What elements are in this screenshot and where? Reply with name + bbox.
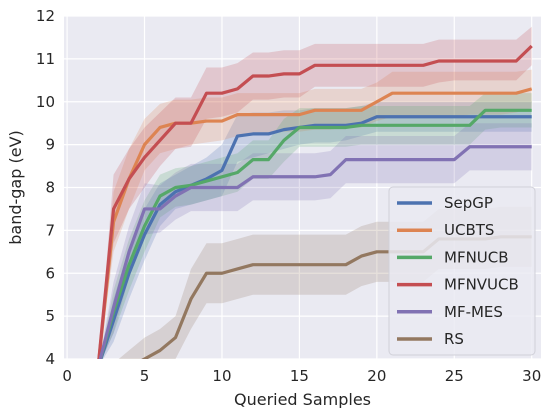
x-tick-label: 0 — [62, 367, 72, 385]
line-sepgp — [99, 115, 532, 359]
x-tick-label: 25 — [445, 367, 464, 385]
y-axis-label: band-gap (eV) — [6, 130, 25, 245]
line-mfnvucb — [97, 44, 533, 359]
legend-label: MFNVUCB — [444, 276, 519, 294]
line-ucbts — [97, 87, 533, 359]
legend-label: UCBTS — [444, 221, 494, 239]
band-mfnucb — [99, 93, 532, 359]
band-sepgp — [100, 101, 532, 359]
x-tick-label: 30 — [522, 367, 541, 385]
band-mfnvucb — [98, 26, 532, 359]
x-tick-label: 10 — [212, 367, 231, 385]
legend-label: MF-MES — [444, 303, 503, 321]
legend-label: SepGP — [444, 194, 493, 212]
x-tick-label: 15 — [290, 367, 309, 385]
y-tick-label: 12 — [36, 7, 55, 25]
band-ucbts — [98, 69, 532, 359]
legend-label: MFNUCB — [444, 248, 509, 266]
y-tick-label: 10 — [36, 93, 55, 111]
line-mfnucb — [98, 108, 532, 359]
x-tick-label: 20 — [367, 367, 386, 385]
y-tick-label: 9 — [45, 136, 55, 154]
x-tick-label: 5 — [140, 367, 150, 385]
legend-label: RS — [444, 330, 464, 348]
y-tick-label: 6 — [45, 264, 55, 282]
y-tick-label: 7 — [45, 221, 55, 239]
y-tick-label: 11 — [36, 50, 55, 68]
legend: SepGP UCBTS MFNUCB MFNVUCB MF-MES RS — [388, 186, 536, 356]
y-tick-label: 8 — [45, 179, 55, 197]
series-lines — [97, 44, 533, 359]
x-axis-label: Queried Samples — [234, 390, 371, 408]
y-tick-label: 5 — [45, 307, 55, 325]
y-axis-ticks: 4 5 6 7 8 9 10 11 12 — [36, 7, 55, 368]
line-mf-mes — [98, 145, 532, 359]
x-axis-ticks: 0 5 10 15 20 25 30 — [62, 367, 541, 385]
y-tick-label: 4 — [45, 350, 55, 368]
